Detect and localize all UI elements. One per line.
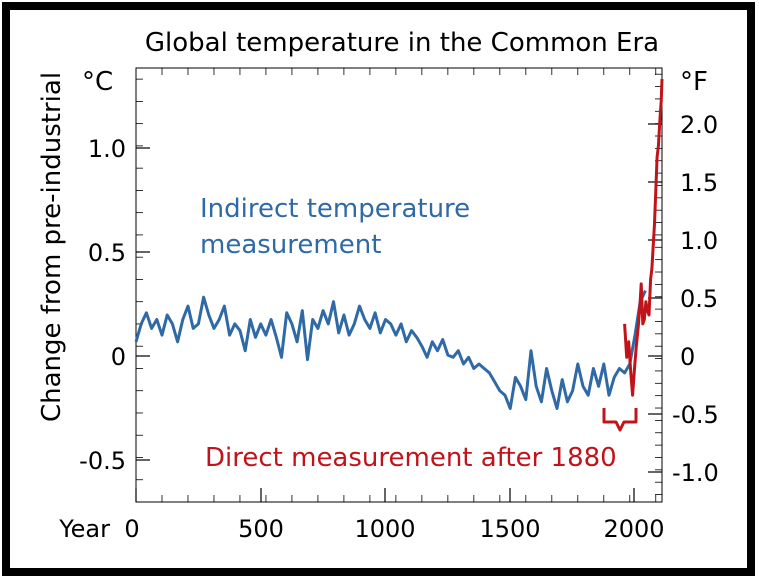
x-tick-1000: 1000 xyxy=(354,488,416,543)
y-tick-0f: 0 xyxy=(648,343,695,371)
y-tick-0c: 0 xyxy=(111,343,150,371)
indirect-label-line2: measurement xyxy=(200,230,381,260)
y-tick-label-0.5c: 0.5 xyxy=(88,239,126,267)
y-tick-label-1.5f: 1.5 xyxy=(680,169,718,197)
x-tick-label-1500: 1500 xyxy=(479,515,540,543)
y-tick-neg0.5f: -0.5 xyxy=(648,401,719,429)
indirect-label-line1: Indirect temperature xyxy=(200,194,470,224)
y-tick-0.5f: 0.5 xyxy=(648,285,718,313)
y-axis-label: Change from pre-industrial xyxy=(37,72,67,422)
plot-area xyxy=(135,67,663,503)
x-tick-500: 500 xyxy=(238,488,284,543)
y-tick-label-2.0f: 2.0 xyxy=(680,111,718,139)
y-tick-0.5c: 0.5 xyxy=(88,239,150,267)
direct-measurement-label: Direct measurement after 1880 xyxy=(205,443,617,473)
y-tick-label-neg0.5c: -0.5 xyxy=(79,447,126,475)
y-tick-label-neg1.0f: -1.0 xyxy=(672,459,719,487)
x-tick-label-2000: 2000 xyxy=(603,515,664,543)
y-tick-label-1.0c: 1.0 xyxy=(88,135,126,163)
y-tick-label-neg0.5f: -0.5 xyxy=(672,401,719,429)
x-tick-label-500: 500 xyxy=(238,515,284,543)
y-tick-1.5f: 1.5 xyxy=(648,169,718,197)
y-tick-label-1.0f: 1.0 xyxy=(680,227,718,255)
x-tick-label-1000: 1000 xyxy=(354,515,415,543)
left-unit-label: °C xyxy=(82,67,113,97)
right-unit-label: °F xyxy=(680,67,708,97)
x-tick-1500: 1500 xyxy=(479,488,541,543)
x-tick-2000: 2000 xyxy=(603,488,665,543)
y-tick-neg0.5c: -0.5 xyxy=(79,447,150,475)
x-tick-label-0: 0 xyxy=(124,515,139,543)
direct-measurement-line xyxy=(623,79,664,397)
y-tick-label-0.5f: 0.5 xyxy=(680,285,718,313)
x-axis-label: Year xyxy=(58,515,110,543)
direct-measurement-bracket xyxy=(602,408,638,432)
y-tick-1.0f: 1.0 xyxy=(648,227,718,255)
y-tick-1.0c: 1.0 xyxy=(88,135,150,163)
minor-ticks xyxy=(136,68,662,502)
indirect-temperature-line xyxy=(134,289,647,410)
y-tick-label-0f: 0 xyxy=(680,343,695,371)
chart-title: Global temperature in the Common Era xyxy=(145,28,659,58)
y-tick-neg1.0f: -1.0 xyxy=(648,459,719,487)
y-tick-label-0c: 0 xyxy=(111,343,126,371)
